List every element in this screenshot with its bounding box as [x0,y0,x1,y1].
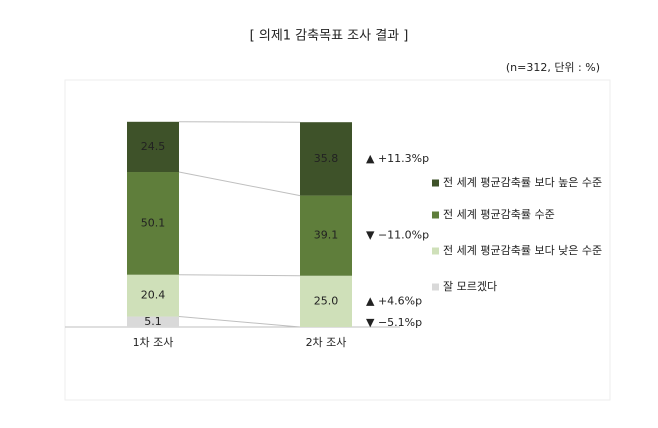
change-annotation: ▲ +11.3%p [366,152,429,165]
legend-label: 잘 모르겠다 [443,280,497,293]
value-label: 50.1 [141,216,166,229]
value-label: 39.1 [314,229,339,242]
legend-swatch [432,212,439,219]
legend-swatch [432,284,439,291]
x-tick-label: 2차 조사 [306,336,347,349]
change-annotation: ▲ +4.6%p [366,294,422,307]
change-annotation: ▼ −5.1%p [366,316,422,329]
x-tick-label: 1차 조사 [133,336,174,349]
legend-label: 전 세계 평균감축률 보다 높은 수준 [443,176,602,189]
value-label: 5.1 [144,315,162,328]
legend-swatch [432,248,439,255]
value-label: 35.8 [314,152,339,165]
legend-label: 전 세계 평균감축률 수준 [443,208,555,221]
legend-label: 전 세계 평균감축률 보다 낮은 수준 [443,244,602,257]
legend-swatch [432,180,439,187]
chart-subtitle: (n=312, 단위 : %) [506,61,600,74]
chart-title: [ 의제1 감축목표 조사 결과 ] [250,29,409,44]
value-label: 24.5 [141,140,166,153]
change-annotation: ▼ −11.0%p [366,229,429,242]
value-label: 25.0 [314,294,339,307]
value-label: 20.4 [141,289,166,302]
